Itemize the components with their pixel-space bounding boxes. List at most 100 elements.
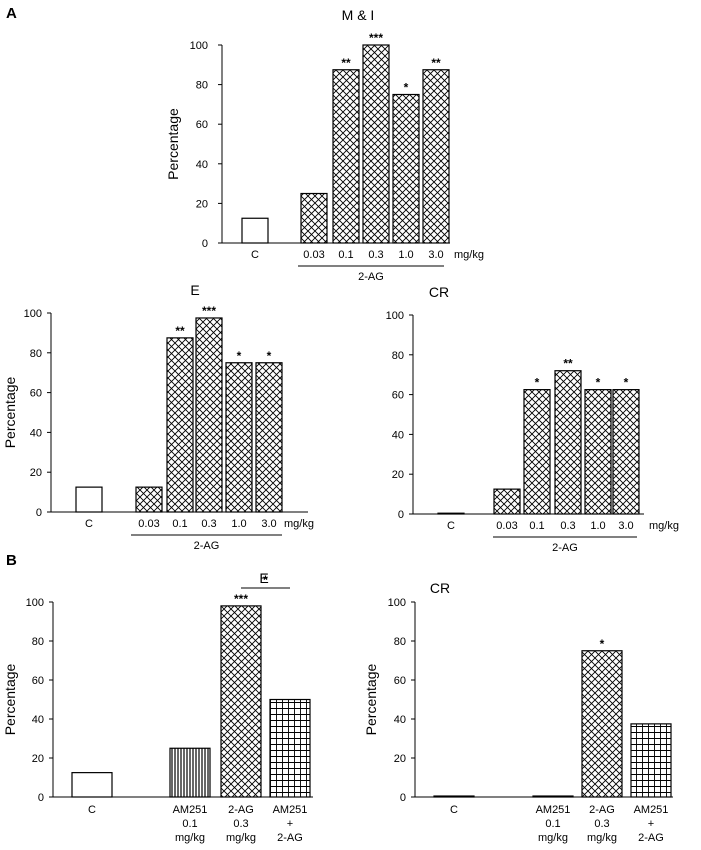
significance-mark: *** [234, 592, 248, 606]
bar [255, 362, 283, 513]
bar [493, 488, 521, 515]
y-tick-label: 80 [394, 636, 406, 648]
category-label: 0.3 [594, 818, 609, 830]
bar [433, 795, 475, 798]
bar [584, 389, 612, 515]
y-tick-label: 100 [24, 308, 42, 320]
chart-title: CR [430, 580, 450, 596]
chart-title: CR [429, 284, 449, 300]
unit-label: mg/kg [649, 520, 679, 532]
category-label: C [88, 804, 96, 816]
category-label: mg/kg [226, 832, 256, 844]
significance-mark: ** [175, 324, 185, 338]
chart-b-cr: CR 0 20 40 60 80 100 Percentage C AM251 0.1 mg/kg * 2… [363, 580, 673, 844]
y-tick-label: 100 [388, 597, 406, 609]
category-label: 3.0 [428, 249, 443, 261]
bar [630, 723, 672, 798]
category-label: 0.1 [338, 249, 353, 261]
chart-title: E [259, 570, 268, 586]
significance-mark: *** [369, 31, 383, 45]
category-label: 1.0 [398, 249, 413, 261]
significance-mark: *** [202, 304, 216, 318]
y-tick-label: 20 [30, 467, 42, 479]
y-tick-label: 0 [400, 792, 406, 804]
category-label: 1.0 [590, 520, 605, 532]
y-tick-label: 80 [32, 636, 44, 648]
chart-a-cr: CR 0 20 40 60 80 100 C 0.03 * 0.1 ** 0.3 * 1.0 * 3.0 2-AG… [386, 284, 679, 554]
category-label: 3.0 [261, 518, 276, 530]
significance-mark: * [267, 349, 272, 363]
y-axis-label: Percentage [2, 376, 18, 448]
chart-title: E [190, 282, 199, 298]
category-label: mg/kg [175, 832, 205, 844]
category-label: mg/kg [538, 832, 568, 844]
y-tick-label: 20 [32, 753, 44, 765]
category-label: 0.1 [182, 818, 197, 830]
y-tick-label: 20 [392, 469, 404, 481]
category-label: C [85, 518, 93, 530]
significance-mark: * [624, 376, 629, 390]
significance-mark: * [535, 376, 540, 390]
significance-mark: * [596, 376, 601, 390]
panel-letter-b: B [6, 552, 17, 569]
bar [362, 44, 390, 244]
category-label: 0.3 [560, 520, 575, 532]
bar [554, 370, 582, 515]
bar [612, 389, 640, 515]
significance-mark: ** [563, 357, 573, 371]
y-tick-label: 60 [394, 675, 406, 687]
category-label: 3.0 [618, 520, 633, 532]
bar [437, 512, 465, 515]
y-tick-label: 100 [386, 310, 404, 322]
y-tick-label: 100 [190, 40, 208, 52]
unit-label: mg/kg [284, 518, 314, 530]
y-tick-label: 80 [392, 350, 404, 362]
y-tick-label: 60 [196, 119, 208, 131]
category-label: 2-AG [228, 804, 254, 816]
group-label: 2-AG [194, 540, 220, 552]
y-tick-label: 20 [394, 753, 406, 765]
comparison-mark: * [263, 573, 268, 587]
bar [300, 192, 328, 244]
category-label: C [251, 249, 259, 261]
y-tick-label: 40 [32, 714, 44, 726]
y-tick-label: 60 [392, 390, 404, 402]
y-tick-label: 40 [394, 714, 406, 726]
category-label: AM251 [173, 804, 208, 816]
y-tick-label: 0 [398, 509, 404, 521]
category-label: AM251 [273, 804, 308, 816]
category-label: 0.03 [138, 518, 159, 530]
bar [581, 650, 623, 798]
category-label: 0.3 [233, 818, 248, 830]
bar [169, 747, 211, 798]
bar [241, 217, 269, 244]
bar [332, 69, 360, 244]
category-label: 0.1 [172, 518, 187, 530]
y-axis-label: Percentage [2, 663, 18, 735]
y-tick-label: 60 [30, 388, 42, 400]
significance-mark: * [600, 637, 605, 651]
category-label: AM251 [536, 804, 571, 816]
y-tick-label: 0 [202, 238, 208, 250]
bar [75, 486, 103, 513]
y-tick-label: 0 [38, 792, 44, 804]
y-tick-label: 40 [30, 427, 42, 439]
category-label: 2-AG [277, 832, 303, 844]
category-label: 0.1 [529, 520, 544, 532]
significance-mark: ** [431, 56, 441, 70]
category-label: 1.0 [231, 518, 246, 530]
chart-title: M & I [342, 7, 375, 23]
y-tick-label: 40 [196, 159, 208, 171]
bar [166, 337, 194, 513]
bar [422, 69, 450, 244]
bar [225, 362, 253, 513]
category-label: 0.3 [201, 518, 216, 530]
y-axis-label: Percentage [363, 663, 379, 735]
category-label: mg/kg [587, 832, 617, 844]
category-label: 0.03 [496, 520, 517, 532]
y-tick-label: 80 [196, 80, 208, 92]
